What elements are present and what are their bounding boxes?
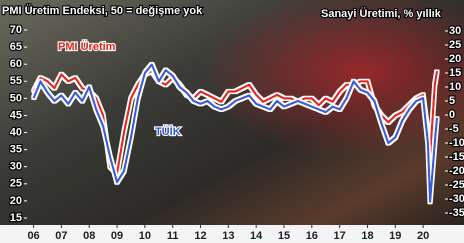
x-tick-label: 07 <box>55 230 67 242</box>
y2-tick-label: 0 <box>449 109 455 121</box>
y2-tick-label: -30 <box>449 193 464 205</box>
x-tick-label: 19 <box>389 230 401 242</box>
series-label: PMI Üretim <box>58 40 116 53</box>
y-tick-label: 40 <box>10 126 22 138</box>
x-tick-label: 14 <box>250 230 263 242</box>
y2-tick-label: -10 <box>449 137 464 149</box>
y2-tick-label: -5 <box>449 123 459 135</box>
y-tick-label: 15 <box>10 212 22 224</box>
x-tick-label: 06 <box>27 230 39 242</box>
y-tick-label: 20 <box>10 195 22 207</box>
chart: PMI Üretim Endeksi, 50 = değişme yok San… <box>0 0 464 243</box>
x-tick-label: 20 <box>417 230 429 242</box>
x-tick-label: 12 <box>194 230 206 242</box>
y-tick-label: 30 <box>10 161 22 173</box>
y-tick-label: 70 <box>10 24 22 36</box>
y-tick-label: 60 <box>10 58 22 70</box>
y-tick-label: 50 <box>10 92 22 104</box>
x-tick-label: 17 <box>334 230 346 242</box>
x-tick-label: 08 <box>83 230 95 242</box>
y2-tick-label: 30 <box>449 25 461 37</box>
x-tick-label: 09 <box>111 230 123 242</box>
y-tick-label: 35 <box>10 144 22 156</box>
y2-tick-label: 25 <box>449 39 461 51</box>
x-tick-label: 18 <box>361 230 373 242</box>
x-tick-label: 15 <box>278 230 290 242</box>
y2-tick-label: -20 <box>449 165 464 177</box>
left-axis-title: PMI Üretim Endeksi, 50 = değişme yok <box>2 4 203 17</box>
y2-tick-label: 5 <box>449 95 455 107</box>
y2-tick-label: 15 <box>449 67 461 79</box>
y-tick-label: 45 <box>10 109 22 121</box>
x-tick-label: 10 <box>139 230 151 242</box>
y2-tick-label: 10 <box>449 81 461 93</box>
y2-tick-label: -25 <box>449 179 464 191</box>
x-tick-label: 11 <box>167 230 179 242</box>
y-tick-label: 25 <box>10 178 22 190</box>
series-label: TÜİK <box>155 125 181 138</box>
y-tick-label: 65 <box>10 41 22 53</box>
background-glow <box>0 0 464 243</box>
y2-tick-label: -35 <box>449 207 464 219</box>
right-axis-title: Sanayi Üretimi, % yıllık <box>321 7 442 20</box>
x-tick-label: 16 <box>306 230 318 242</box>
y-tick-label: 55 <box>10 75 22 87</box>
y2-tick-label: 20 <box>449 53 461 65</box>
y2-tick-label: -15 <box>449 151 464 163</box>
x-tick-label: 13 <box>222 230 234 242</box>
